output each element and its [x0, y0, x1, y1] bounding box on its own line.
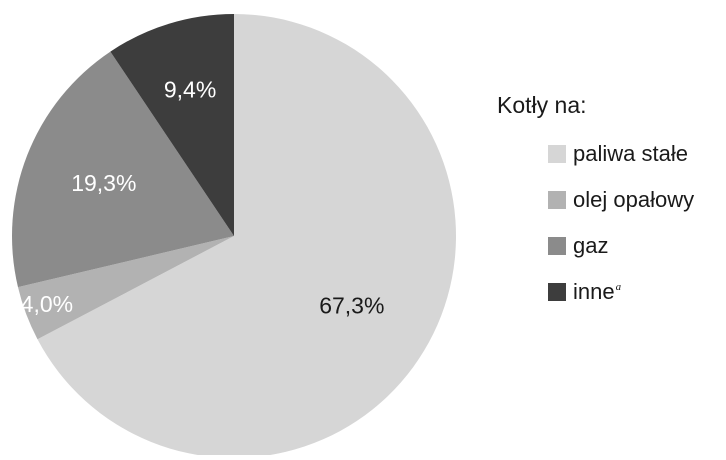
legend-title: Kotły na:: [497, 92, 587, 118]
pie-slice-label-0: 67,3%: [319, 292, 384, 318]
pie-slice-label-3: 9,4%: [164, 77, 216, 103]
legend-swatch-1: [548, 190, 566, 209]
pie-slice-3: [110, 14, 234, 236]
legend-label-1: olej opałowy: [573, 186, 695, 212]
legend-label-0: paliwa stałe: [573, 140, 688, 166]
pie-slice-0: [37, 14, 457, 458]
pie-slice-labels: 67,3% 4,0% 19,3% 9,4%: [21, 77, 385, 319]
pie-slice-label-2: 19,3%: [71, 170, 136, 196]
legend-superscript-3: a: [615, 281, 622, 294]
pie-slice-2: [11, 51, 235, 288]
legend-label-2: gaz: [573, 232, 609, 258]
legend-list: paliwa stałe olej opałowy gaz innea: [548, 142, 694, 303]
pie-slices: [11, 14, 457, 458]
legend-item-1: olej opałowy: [548, 188, 694, 211]
legend-swatch-3: [548, 282, 566, 301]
legend-item-2: gaz: [548, 234, 694, 257]
legend-swatch-0: [548, 144, 566, 163]
legend-label-3: innea: [573, 278, 622, 304]
legend-swatch-2: [548, 236, 566, 255]
pie-slice-label-1: 4,0%: [21, 291, 73, 317]
pie-slice-1: [17, 236, 234, 340]
legend: Kotły na: paliwa stałe olej opałowy gaz inn…: [497, 94, 694, 326]
legend-item-0: paliwa stałe: [548, 142, 694, 165]
legend-item-3: innea: [548, 280, 694, 303]
